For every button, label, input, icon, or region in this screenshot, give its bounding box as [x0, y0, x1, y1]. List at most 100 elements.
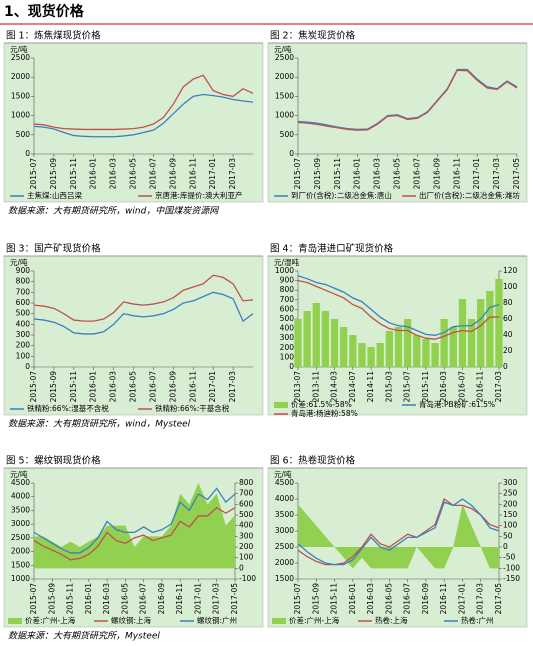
x-tick-label: 2016-03 [109, 371, 118, 403]
y2-tick-label: 0 [503, 542, 508, 551]
bar [449, 327, 457, 367]
y-tick-label: 1000 [11, 574, 30, 583]
x-tick-label: 2017-03 [476, 583, 485, 615]
y2-tick-label: 600 [239, 499, 254, 508]
x-tick-label: 2016-05 [129, 371, 138, 403]
x-tick-label: 2015-03 [384, 371, 393, 403]
y2-tick-label: 300 [503, 478, 518, 487]
y-tick-label: 0 [289, 362, 294, 371]
y-tick-label: 1000 [275, 111, 294, 120]
bar [495, 279, 503, 367]
y2-tick-label: -150 [503, 574, 520, 583]
y2-tick-label: -100 [503, 563, 520, 572]
y-tick-label: 4500 [11, 478, 30, 487]
y-tick-label: 400 [280, 324, 295, 333]
y2-tick-label: 80 [503, 298, 513, 307]
legend-label: 京唐港:库提价:澳大利亚产 [155, 190, 243, 200]
x-tick-label: 2015-09 [313, 158, 322, 190]
y2-tick-label: 100 [503, 521, 518, 530]
y2-tick-label: -100 [239, 574, 256, 583]
y-tick-label: 900 [16, 266, 31, 275]
legend-label: 价差:广州-上海 [289, 615, 340, 625]
y-unit: 元/湿吨 [274, 257, 300, 267]
y-unit: 元/吨 [274, 469, 292, 479]
section-title: 1、现货价格 [4, 3, 85, 20]
line [33, 93, 254, 138]
y-tick-label: 800 [16, 277, 31, 286]
x-tick-label: 2016-09 [421, 583, 430, 615]
x-tick-label: 2016-11 [452, 158, 461, 190]
y-tick-label: 300 [16, 330, 31, 339]
x-tick-label: 2017-01 [472, 158, 481, 190]
line [33, 274, 254, 322]
chart-title: 图 1：炼焦煤现货价格 [6, 30, 101, 42]
y-tick-label: 1000 [275, 266, 294, 275]
y2-tick-label: 500 [239, 510, 254, 519]
x-tick-label: 2015-07 [29, 158, 38, 190]
source: 数据来源：大有期货研究所，wind，Mysteel [8, 419, 191, 430]
y-tick-label: 3000 [275, 526, 294, 535]
bar [367, 347, 375, 367]
x-tick-label: 2017-05 [230, 583, 239, 615]
x-tick-label: 2016-11 [439, 583, 448, 615]
legend-label: 价差:广州-上海 [25, 615, 76, 625]
x-tick-label: 2017-01 [208, 158, 217, 190]
y2-tick-label: 200 [239, 542, 254, 551]
x-tick-label: 2016-11 [476, 371, 485, 403]
bar [349, 335, 357, 367]
y-tick-label: 300 [280, 333, 295, 342]
y-tick-label: 1500 [11, 560, 30, 569]
legend-label: 铁精粉:66%:湿基不含税 [27, 403, 109, 413]
legend-label: 螺纹钢:上海 [111, 615, 152, 625]
bar [340, 327, 348, 367]
chart-title: 图 2：焦炭现货价格 [270, 30, 356, 42]
panel [3, 42, 264, 203]
x-tick-label: 2015-09 [311, 583, 320, 615]
chart-title: 图 6：热卷现货价格 [270, 455, 356, 467]
x-tick-label: 2017-01 [193, 583, 202, 615]
y-tick-label: 600 [16, 298, 31, 307]
y2-tick-label: -50 [503, 553, 515, 562]
y-tick-label: 500 [16, 309, 31, 318]
x-tick-label: 2016-03 [439, 371, 448, 403]
x-tick-label: 2016-03 [366, 583, 375, 615]
y-tick-label: 2000 [275, 558, 294, 567]
y-tick-label: 200 [16, 341, 31, 350]
x-tick-label: 2017-05 [494, 583, 503, 615]
y-tick-label: 0 [25, 149, 30, 158]
y-tick-label: 100 [16, 351, 31, 360]
bar [303, 311, 311, 367]
bar [440, 319, 448, 367]
x-tick-label: 2017-01 [457, 583, 466, 615]
x-tick-label: 2013-11 [311, 371, 320, 403]
bar [467, 319, 476, 367]
legend-swatch [8, 618, 22, 624]
bar [376, 343, 384, 367]
x-tick-label: 2017-03 [492, 158, 501, 190]
y2-tick-label: 200 [503, 499, 518, 508]
bar [294, 319, 302, 367]
bar [458, 299, 467, 367]
source: 数据来源：大有期货研究所，Mysteel [8, 631, 160, 642]
bar [486, 291, 494, 367]
x-tick-label: 2016-11 [175, 583, 184, 615]
x-tick-label: 2016-09 [432, 158, 441, 190]
legend-label: 主焦煤:山西吕梁 [27, 190, 83, 200]
y-tick-label: 900 [280, 276, 295, 285]
y-tick-label: 100 [280, 352, 295, 361]
y-tick-label: 2500 [11, 533, 30, 542]
x-tick-label: 2017-03 [228, 371, 237, 403]
y2-tick-label: 300 [239, 531, 254, 540]
x-tick-label: 2016-09 [157, 583, 166, 615]
y2-tick-label: 40 [503, 330, 513, 339]
x-tick-label: 2016-01 [89, 158, 98, 190]
bar [394, 327, 403, 367]
y-tick-label: 200 [280, 343, 295, 352]
y-tick-label: 3500 [11, 505, 30, 514]
x-tick-label: 2016-01 [84, 583, 93, 615]
y2-tick-label: 100 [239, 553, 254, 562]
x-tick-label: 2016-03 [373, 158, 382, 190]
y-tick-label: 400 [16, 319, 31, 328]
x-tick-label: 2015-07 [29, 583, 38, 615]
